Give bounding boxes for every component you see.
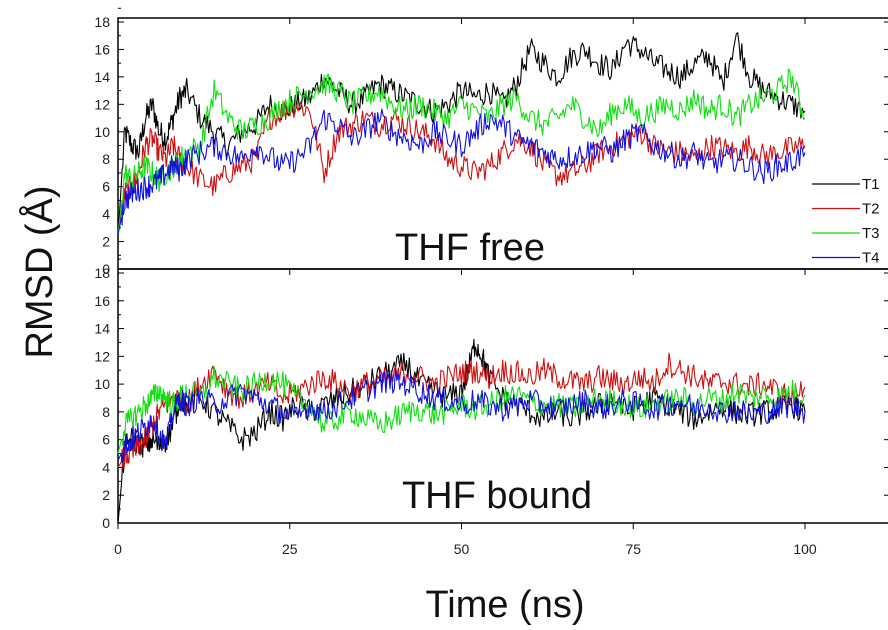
y-tick-label: 16 bbox=[94, 41, 110, 57]
y-tick-label: 14 bbox=[94, 321, 110, 337]
y-axis-title: RMSD (Å) bbox=[17, 185, 61, 358]
y-tick-label: 8 bbox=[102, 404, 110, 420]
y-tick-label: 18 bbox=[94, 14, 110, 30]
legend-label-t3: T3 bbox=[862, 225, 880, 242]
legend: T1 T2 T3 T4 bbox=[808, 170, 888, 267]
y-tick-label: 16 bbox=[94, 293, 110, 309]
panel-label: THF free bbox=[395, 227, 545, 269]
x-tick-label: 0 bbox=[114, 541, 122, 557]
legend-label-t2: T2 bbox=[862, 201, 880, 218]
y-tick-label: 18 bbox=[94, 265, 110, 281]
series-line-t4 bbox=[117, 108, 806, 235]
y-tick-label: 0 bbox=[102, 261, 110, 277]
y-tick-label: 2 bbox=[102, 487, 110, 503]
legend-label-t1: T1 bbox=[862, 176, 880, 193]
y-tick-label: 10 bbox=[94, 376, 110, 392]
y-tick-label: 2 bbox=[102, 234, 110, 250]
x-tick-label: 50 bbox=[454, 541, 470, 557]
plot-frame bbox=[117, 268, 888, 524]
y-tick-label: 14 bbox=[94, 69, 110, 85]
series-line-t3 bbox=[117, 68, 806, 235]
series-line-t4 bbox=[117, 369, 806, 464]
legend-label-t4: T4 bbox=[862, 250, 880, 267]
y-tick-label: 10 bbox=[94, 124, 110, 140]
y-tick-label: 8 bbox=[102, 151, 110, 167]
series-line-t2 bbox=[117, 100, 806, 235]
y-tick-label: 6 bbox=[102, 432, 110, 448]
panel-thf-free: 0 2 4 6 8 10 12 14 16 18 THF free bbox=[94, 7, 888, 277]
x-axis-title: Time (ns) bbox=[425, 584, 584, 626]
x-tick-label: 75 bbox=[625, 541, 641, 557]
y-tick-label: 4 bbox=[102, 206, 110, 222]
panel-label: THF bound bbox=[402, 475, 592, 517]
x-tick-label: 25 bbox=[282, 541, 298, 557]
x-tick-label: 100 bbox=[793, 541, 817, 557]
y-tick-label: 6 bbox=[102, 179, 110, 195]
y-tick-label: 0 bbox=[102, 515, 110, 531]
y-tick-label: 12 bbox=[94, 96, 110, 112]
y-tick-label: 4 bbox=[102, 459, 110, 475]
series-line-t1 bbox=[117, 32, 806, 235]
series-line-t1 bbox=[117, 338, 806, 524]
y-tick-label: 12 bbox=[94, 348, 110, 364]
legend-box bbox=[808, 170, 888, 266]
